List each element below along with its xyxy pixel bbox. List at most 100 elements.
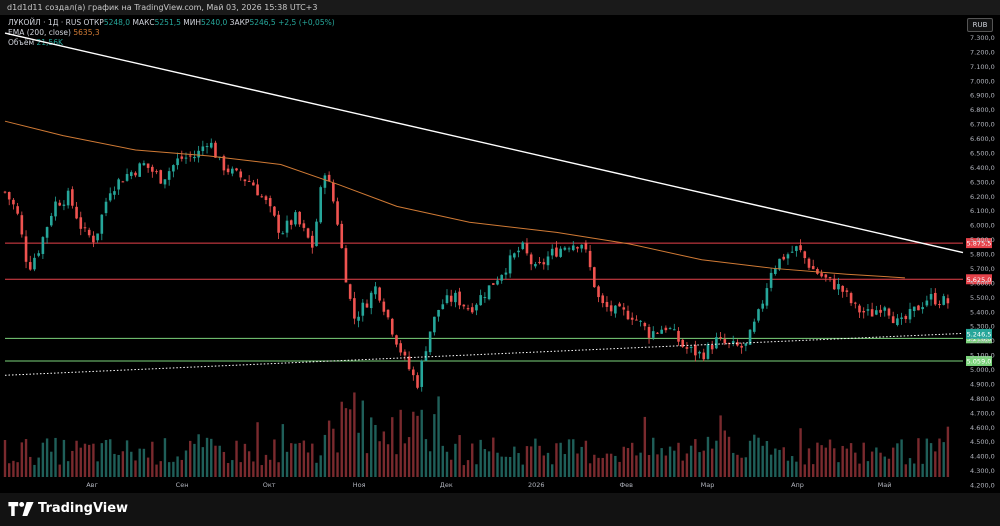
volume-bar	[256, 422, 259, 477]
volume-bar	[353, 392, 356, 477]
x-tick-label: Фев	[620, 481, 634, 489]
volume-bar	[567, 439, 571, 477]
tradingview-logo[interactable]: TradingView	[8, 501, 128, 516]
volume-bar	[748, 440, 752, 477]
legend-close-label: ЗАКР	[229, 18, 250, 27]
volume-bar	[50, 451, 53, 477]
candle-body	[626, 310, 630, 320]
volume-bar	[782, 447, 785, 477]
candle-body	[87, 229, 91, 236]
legend-open-label: ОТКР	[83, 18, 104, 27]
candle-body	[243, 179, 247, 182]
volume-bar	[854, 452, 857, 477]
volume-bar	[681, 460, 684, 477]
candle-body	[357, 316, 360, 321]
legend-symbol[interactable]: ЛУКОЙЛ · 1Д · RUS	[8, 18, 82, 27]
candle-body	[862, 311, 866, 313]
candle-body	[16, 206, 19, 214]
legend-row-symbol: ЛУКОЙЛ · 1Д · RUS ОТКР5248,0 МАКС5251,5 …	[8, 18, 335, 28]
time-axis[interactable]: Авг Сен Окт Ноя Дек 2026 Фев Мар Апр Май	[86, 481, 891, 489]
volume-bar	[130, 451, 133, 477]
volume-bar	[104, 439, 108, 477]
volume-bar	[449, 459, 453, 477]
volume-bar	[294, 443, 297, 477]
candle-body	[689, 346, 693, 348]
candle-body	[942, 296, 945, 305]
volume-bar	[62, 439, 66, 477]
volume-bar	[643, 416, 647, 477]
candle-body	[694, 344, 697, 356]
candle-body	[837, 284, 840, 290]
volume-bar	[761, 445, 764, 477]
volume-bar	[370, 417, 373, 477]
volume-bar	[706, 436, 710, 477]
candle-body	[100, 214, 104, 234]
volume-bar	[125, 440, 129, 477]
volume-bar	[862, 442, 865, 477]
volume-bar	[167, 462, 171, 477]
price-axis[interactable]: 7.300,0 7.200,0 7.100,0 7.000,0 6.900,0 6.800…	[970, 34, 995, 490]
volume-bar	[500, 456, 503, 477]
candle-body	[323, 175, 327, 188]
volume-bar	[361, 400, 364, 477]
currency-button[interactable]: RUB	[967, 18, 993, 32]
legend-ema-label[interactable]: EMA (200, close)	[8, 28, 71, 37]
candle-body	[382, 301, 386, 312]
volume-bar	[407, 437, 411, 477]
volume-bar	[391, 417, 394, 477]
volume-bar	[323, 434, 327, 477]
legend-open-value: 5248,0	[103, 18, 131, 27]
volume-bar	[584, 440, 588, 477]
candle-body	[643, 322, 647, 327]
candle-body	[555, 247, 558, 257]
volume-bars	[3, 392, 950, 477]
ema-line	[4, 120, 905, 279]
volume-bar	[635, 455, 638, 477]
trendline	[4, 32, 964, 254]
candle-body	[184, 157, 188, 159]
legend-change: +2,5 (+0,05%)	[278, 18, 335, 27]
volume-bar	[37, 457, 40, 477]
candle-body	[142, 163, 146, 166]
volume-bar	[445, 451, 449, 477]
y-tick-label: 7.300,0	[970, 34, 995, 42]
volume-bar	[597, 457, 600, 477]
volume-bar	[689, 445, 693, 477]
candle-body	[3, 191, 7, 193]
candle-body	[180, 156, 184, 159]
volume-bar	[306, 452, 310, 477]
legend-volume-label[interactable]: Объём	[8, 38, 35, 47]
y-tick-label: 5.000,0	[970, 366, 995, 374]
candle-body	[268, 198, 272, 207]
volume-bar	[647, 455, 651, 477]
volume-bar	[92, 443, 95, 477]
candle-body	[769, 272, 773, 288]
volume-bar	[319, 455, 322, 477]
y-tick-label: 4.500,0	[970, 438, 995, 446]
volume-bar	[807, 448, 811, 477]
volume-bar	[824, 447, 828, 477]
candle-body	[151, 166, 154, 172]
candle-body	[104, 201, 108, 214]
candle-body	[925, 300, 929, 306]
volume-bar	[496, 452, 499, 477]
candle-body	[344, 248, 348, 283]
volume-bar	[16, 462, 19, 477]
candle-body	[513, 253, 516, 258]
volume-bar	[858, 463, 861, 477]
volume-bar	[189, 440, 192, 477]
candle-body	[508, 255, 512, 274]
chart-header: d1d1d11 создал(а) график на TradingView.…	[0, 0, 1000, 15]
volume-bar	[113, 453, 116, 477]
price-chart[interactable]: 5.875,55.625,05.216,05.059,05.246,5 7.30…	[0, 15, 1000, 493]
candle-body	[866, 309, 870, 311]
volume-bar	[176, 456, 179, 477]
volume-bar	[559, 442, 562, 477]
candle-body	[231, 168, 234, 174]
candle-body	[744, 343, 748, 346]
brand-name: TradingView	[38, 501, 129, 516]
volume-bar	[412, 411, 415, 477]
candle-body	[462, 304, 466, 307]
candle-body	[891, 316, 895, 324]
candle-body	[908, 308, 912, 320]
